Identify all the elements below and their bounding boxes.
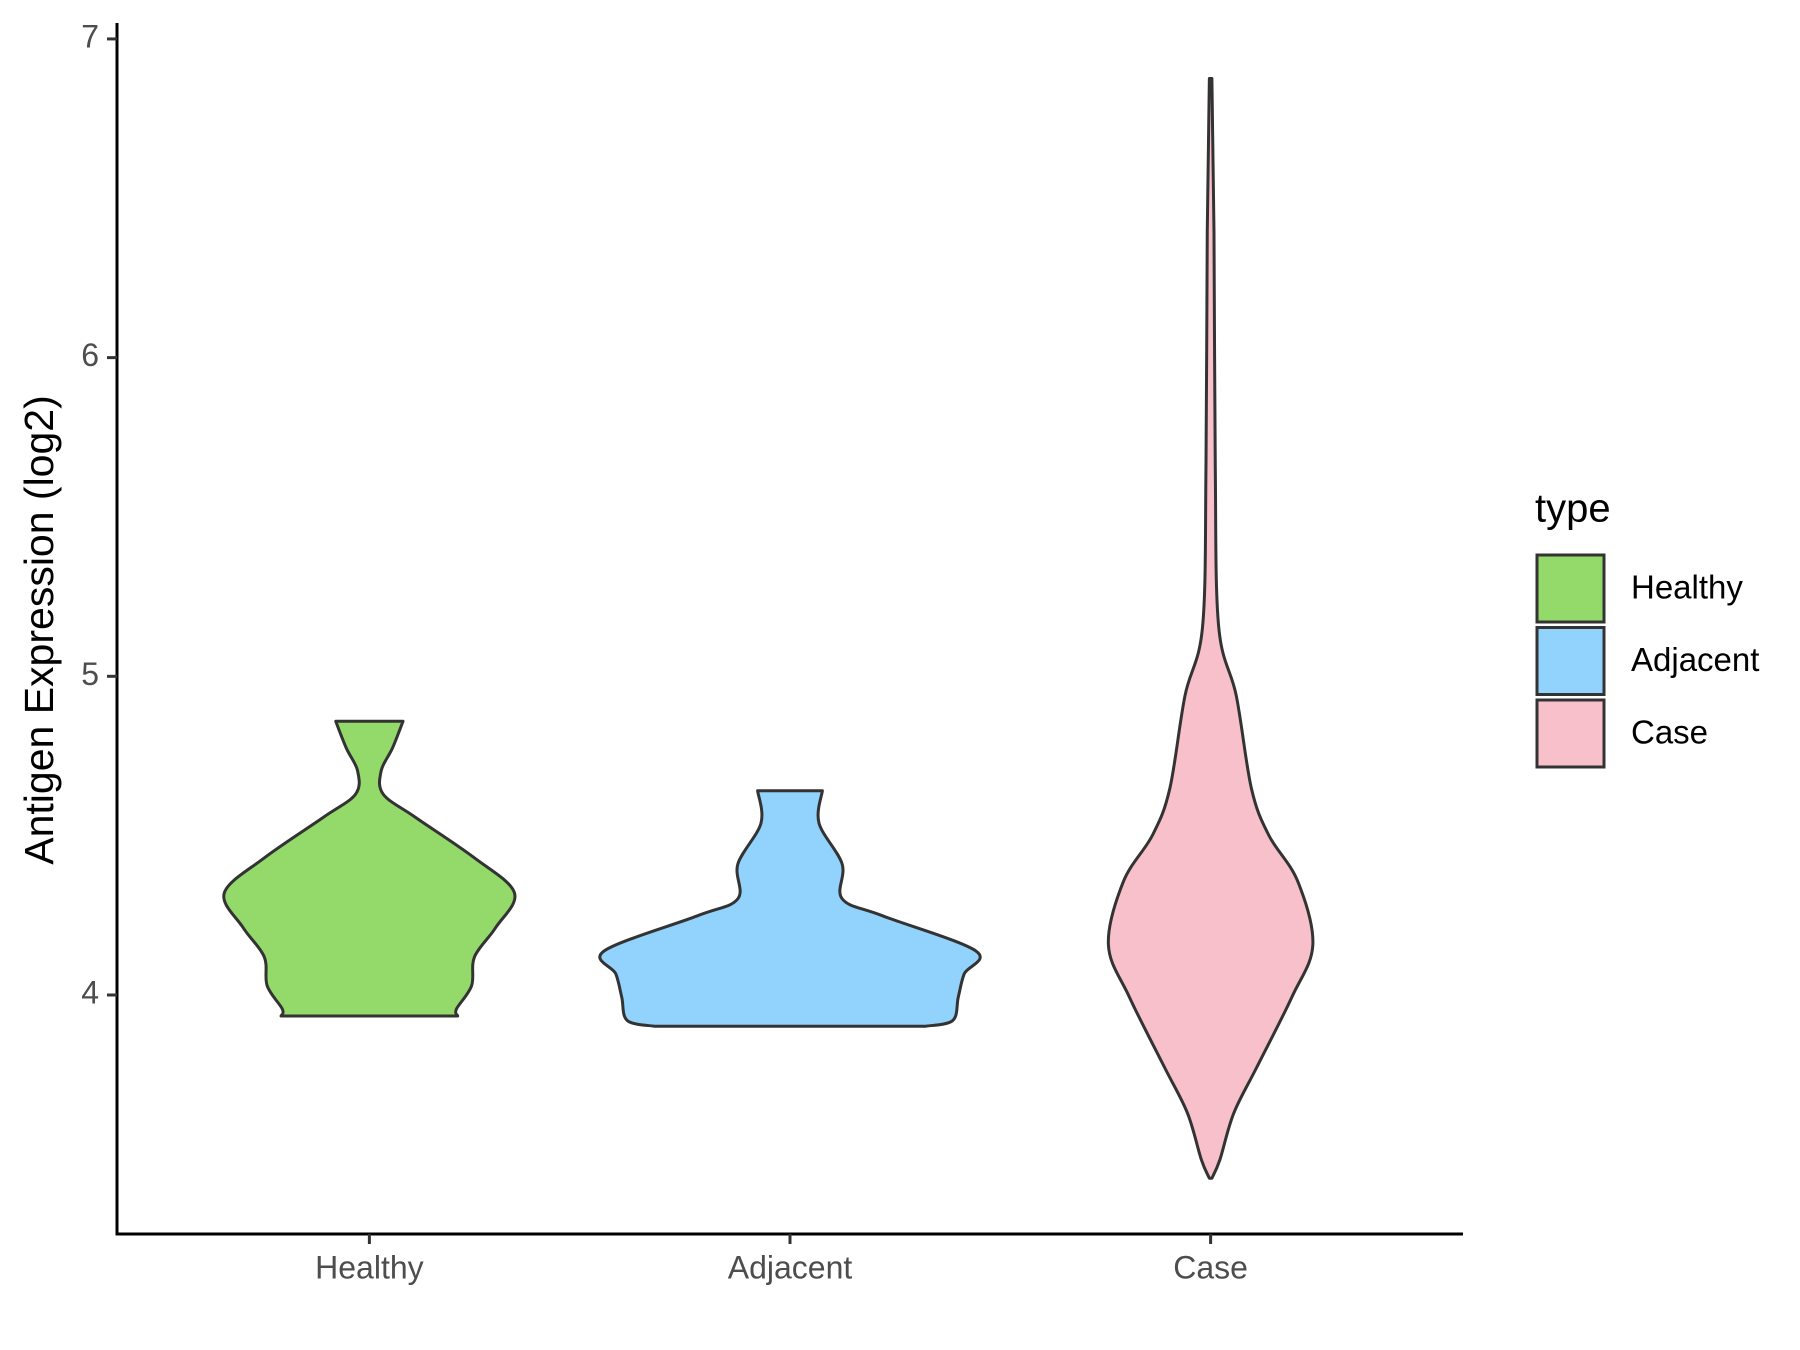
- legend-label: Adjacent: [1631, 641, 1759, 678]
- violin: [222, 719, 517, 1018]
- legend-key: [1535, 626, 1606, 696]
- y-tick-label: 7: [81, 18, 99, 54]
- y-axis-title: Antigen Expression (log2): [16, 395, 62, 864]
- y-tick-label: 6: [81, 337, 99, 373]
- legend-title: type: [1535, 487, 1611, 531]
- legend-label: Healthy: [1631, 569, 1743, 606]
- x-tick-label: Healthy: [315, 1249, 424, 1285]
- x-tick-label: Case: [1173, 1249, 1248, 1285]
- violin: [1106, 76, 1315, 1180]
- legend-key: [1535, 698, 1606, 769]
- y-tick-label: 5: [81, 656, 99, 692]
- legend-label: Case: [1631, 714, 1708, 751]
- violin: [598, 789, 982, 1028]
- x-tick-label: Adjacent: [728, 1249, 853, 1285]
- legend-key: [1535, 553, 1606, 624]
- y-tick-label: 4: [81, 974, 99, 1010]
